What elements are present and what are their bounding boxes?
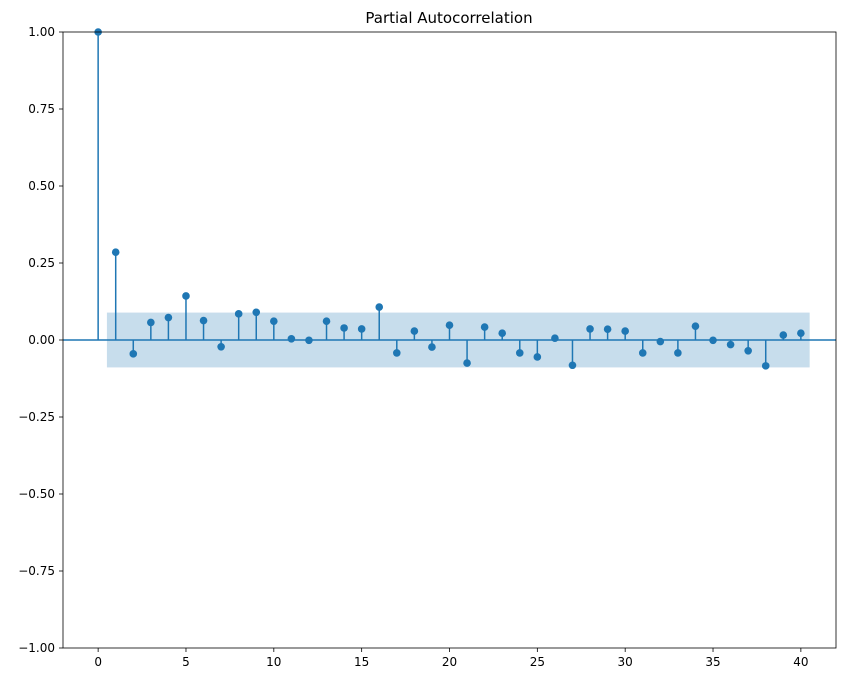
stem-marker-18 (410, 327, 419, 335)
stem-marker-11 (287, 334, 296, 343)
stem-marker-28 (586, 325, 594, 333)
stem-marker-33 (674, 349, 682, 357)
y-tick-label: 0.00 (28, 333, 55, 347)
x-tick-label: 10 (266, 655, 281, 669)
y-tick-label: 1.00 (28, 25, 55, 39)
stem-marker-15 (357, 325, 366, 333)
y-tick-label: −0.25 (18, 410, 55, 424)
y-tick-label: −0.50 (18, 487, 55, 501)
x-tick-label: 20 (442, 655, 457, 669)
x-tick-label: 15 (354, 655, 369, 669)
stem-marker-13 (322, 317, 331, 326)
stem-marker-31 (638, 349, 647, 357)
stem-marker-5 (182, 292, 190, 300)
stem-marker-26 (551, 334, 559, 342)
stem-marker-21 (463, 359, 471, 367)
stem-marker-23 (498, 329, 507, 338)
stem-marker-16 (375, 303, 384, 311)
stem-marker-37 (744, 346, 752, 355)
stem-marker-8 (234, 310, 243, 318)
stem-marker-6 (199, 316, 208, 325)
x-tick-label: 5 (182, 655, 190, 669)
stem-marker-20 (445, 321, 454, 330)
stem-marker-19 (428, 343, 436, 351)
stem-marker-39 (779, 331, 788, 339)
y-tick-label: 0.25 (28, 256, 55, 270)
stem-marker-4 (164, 313, 173, 322)
stem-marker-1 (111, 248, 120, 257)
x-tick-label: 0 (94, 655, 102, 669)
stem-marker-40 (797, 329, 805, 338)
chart-title: Partial Autocorrelation (365, 9, 532, 27)
stem-marker-2 (129, 350, 138, 358)
stem-marker-38 (761, 362, 770, 370)
stem-marker-17 (392, 349, 401, 357)
stem-marker-7 (217, 342, 225, 351)
stem-marker-32 (656, 337, 665, 346)
y-tick-label: 0.50 (28, 179, 55, 193)
stem-marker-9 (252, 308, 261, 317)
stem-marker-34 (691, 322, 700, 330)
stem-marker-27 (568, 361, 577, 370)
y-tick-label: −0.75 (18, 564, 55, 578)
y-tick-label: 0.75 (28, 102, 55, 116)
x-tick-label: 40 (793, 655, 808, 669)
x-tick-label: 35 (705, 655, 720, 669)
stem-marker-12 (305, 336, 313, 345)
stem-marker-24 (515, 349, 524, 357)
y-tick-label: −1.00 (18, 641, 55, 655)
stem-marker-22 (480, 323, 489, 331)
stem-marker-10 (270, 317, 278, 326)
stem-marker-35 (709, 336, 717, 345)
x-tick-label: 25 (530, 655, 545, 669)
stem-marker-29 (603, 325, 612, 334)
stem-marker-14 (340, 324, 348, 332)
stem-marker-25 (533, 353, 542, 361)
stem-marker-30 (621, 327, 629, 335)
stem-marker-36 (726, 340, 735, 349)
stem-marker-3 (147, 318, 155, 327)
x-tick-label: 30 (618, 655, 633, 669)
